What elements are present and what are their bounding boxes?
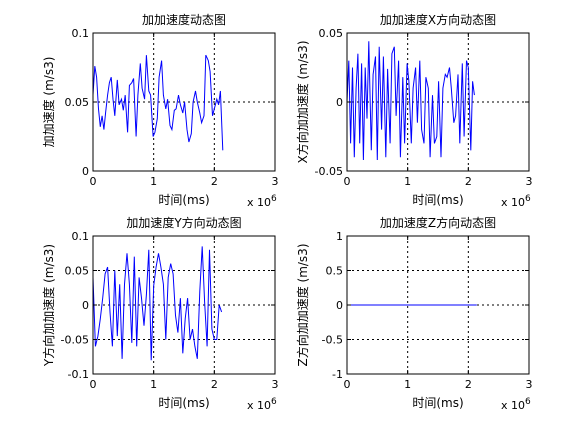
x-axis-label: 时间(ms) (412, 193, 463, 207)
y-axis-label: Z方向加加速度 (m/s3) (295, 243, 310, 366)
x-tick-label: 2 (465, 175, 472, 188)
chart-title: 加加速度Y方向动态图 (126, 215, 241, 230)
chart-title: 加加速度Z方向动态图 (380, 215, 496, 230)
chart-title: 加加速度X方向动态图 (380, 12, 496, 27)
y-tick-label: 0 (82, 299, 89, 312)
y-tick-label: 1 (336, 230, 343, 243)
x-tick-label: 1 (404, 175, 411, 188)
x-axis-label: 时间(ms) (158, 193, 209, 207)
series-line (92, 246, 223, 361)
x-multiplier: x 106 (247, 194, 277, 209)
y-tick-label: 0 (336, 96, 343, 109)
chart-title: 加加速度动态图 (142, 12, 226, 27)
x-tick-label: 1 (150, 175, 157, 188)
x-multiplier-exponent: 6 (525, 397, 531, 407)
x-tick-label: 3 (526, 378, 533, 391)
y-tick-label: 0.05 (65, 96, 90, 109)
x-multiplier-base: x 10 (247, 399, 271, 412)
x-multiplier-base: x 10 (501, 196, 525, 209)
x-tick-label: 3 (526, 175, 533, 188)
x-tick-label: 3 (272, 378, 279, 391)
y-tick-label: 0.05 (319, 27, 344, 40)
x-tick-label: 2 (465, 378, 472, 391)
y-axis-label: Y方向加加速度 (m/s3) (41, 244, 56, 367)
y-tick-label: 0 (336, 299, 343, 312)
x-multiplier-base: x 10 (501, 399, 525, 412)
x-tick-label: 3 (272, 175, 279, 188)
series-line (92, 54, 224, 151)
x-multiplier-base: x 10 (247, 196, 271, 209)
x-axis-label: 时间(ms) (412, 396, 463, 410)
y-tick-label: 0.1 (72, 230, 90, 243)
x-tick-label: 0 (90, 378, 97, 391)
x-multiplier-exponent: 6 (271, 194, 277, 204)
x-tick-label: 2 (211, 378, 218, 391)
y-tick-label: -0.05 (61, 334, 89, 347)
series-line (346, 41, 475, 161)
x-axis-label: 时间(ms) (158, 396, 209, 410)
x-tick-label: 1 (404, 378, 411, 391)
x-tick-label: 0 (90, 175, 97, 188)
x-multiplier-exponent: 6 (525, 194, 531, 204)
x-multiplier: x 106 (501, 397, 531, 412)
y-tick-label: -0.1 (68, 368, 89, 381)
x-tick-label: 1 (150, 378, 157, 391)
y-tick-label: 0.5 (326, 265, 344, 278)
y-tick-label: -0.5 (322, 334, 343, 347)
x-multiplier-exponent: 6 (271, 397, 277, 407)
x-tick-label: 2 (211, 175, 218, 188)
x-multiplier: x 106 (501, 194, 531, 209)
x-tick-label: 0 (344, 378, 351, 391)
y-tick-label: -0.05 (315, 165, 343, 178)
y-tick-label: 0.1 (72, 27, 90, 40)
x-multiplier: x 106 (247, 397, 277, 412)
y-tick-label: -1 (332, 368, 343, 381)
y-axis-label: 加加速度 (m/s3) (41, 57, 56, 148)
y-tick-label: 0.05 (65, 265, 90, 278)
y-axis-label: X方向加加速度 (m/s3) (295, 40, 310, 163)
x-tick-label: 0 (344, 175, 351, 188)
y-tick-label: 0 (82, 165, 89, 178)
